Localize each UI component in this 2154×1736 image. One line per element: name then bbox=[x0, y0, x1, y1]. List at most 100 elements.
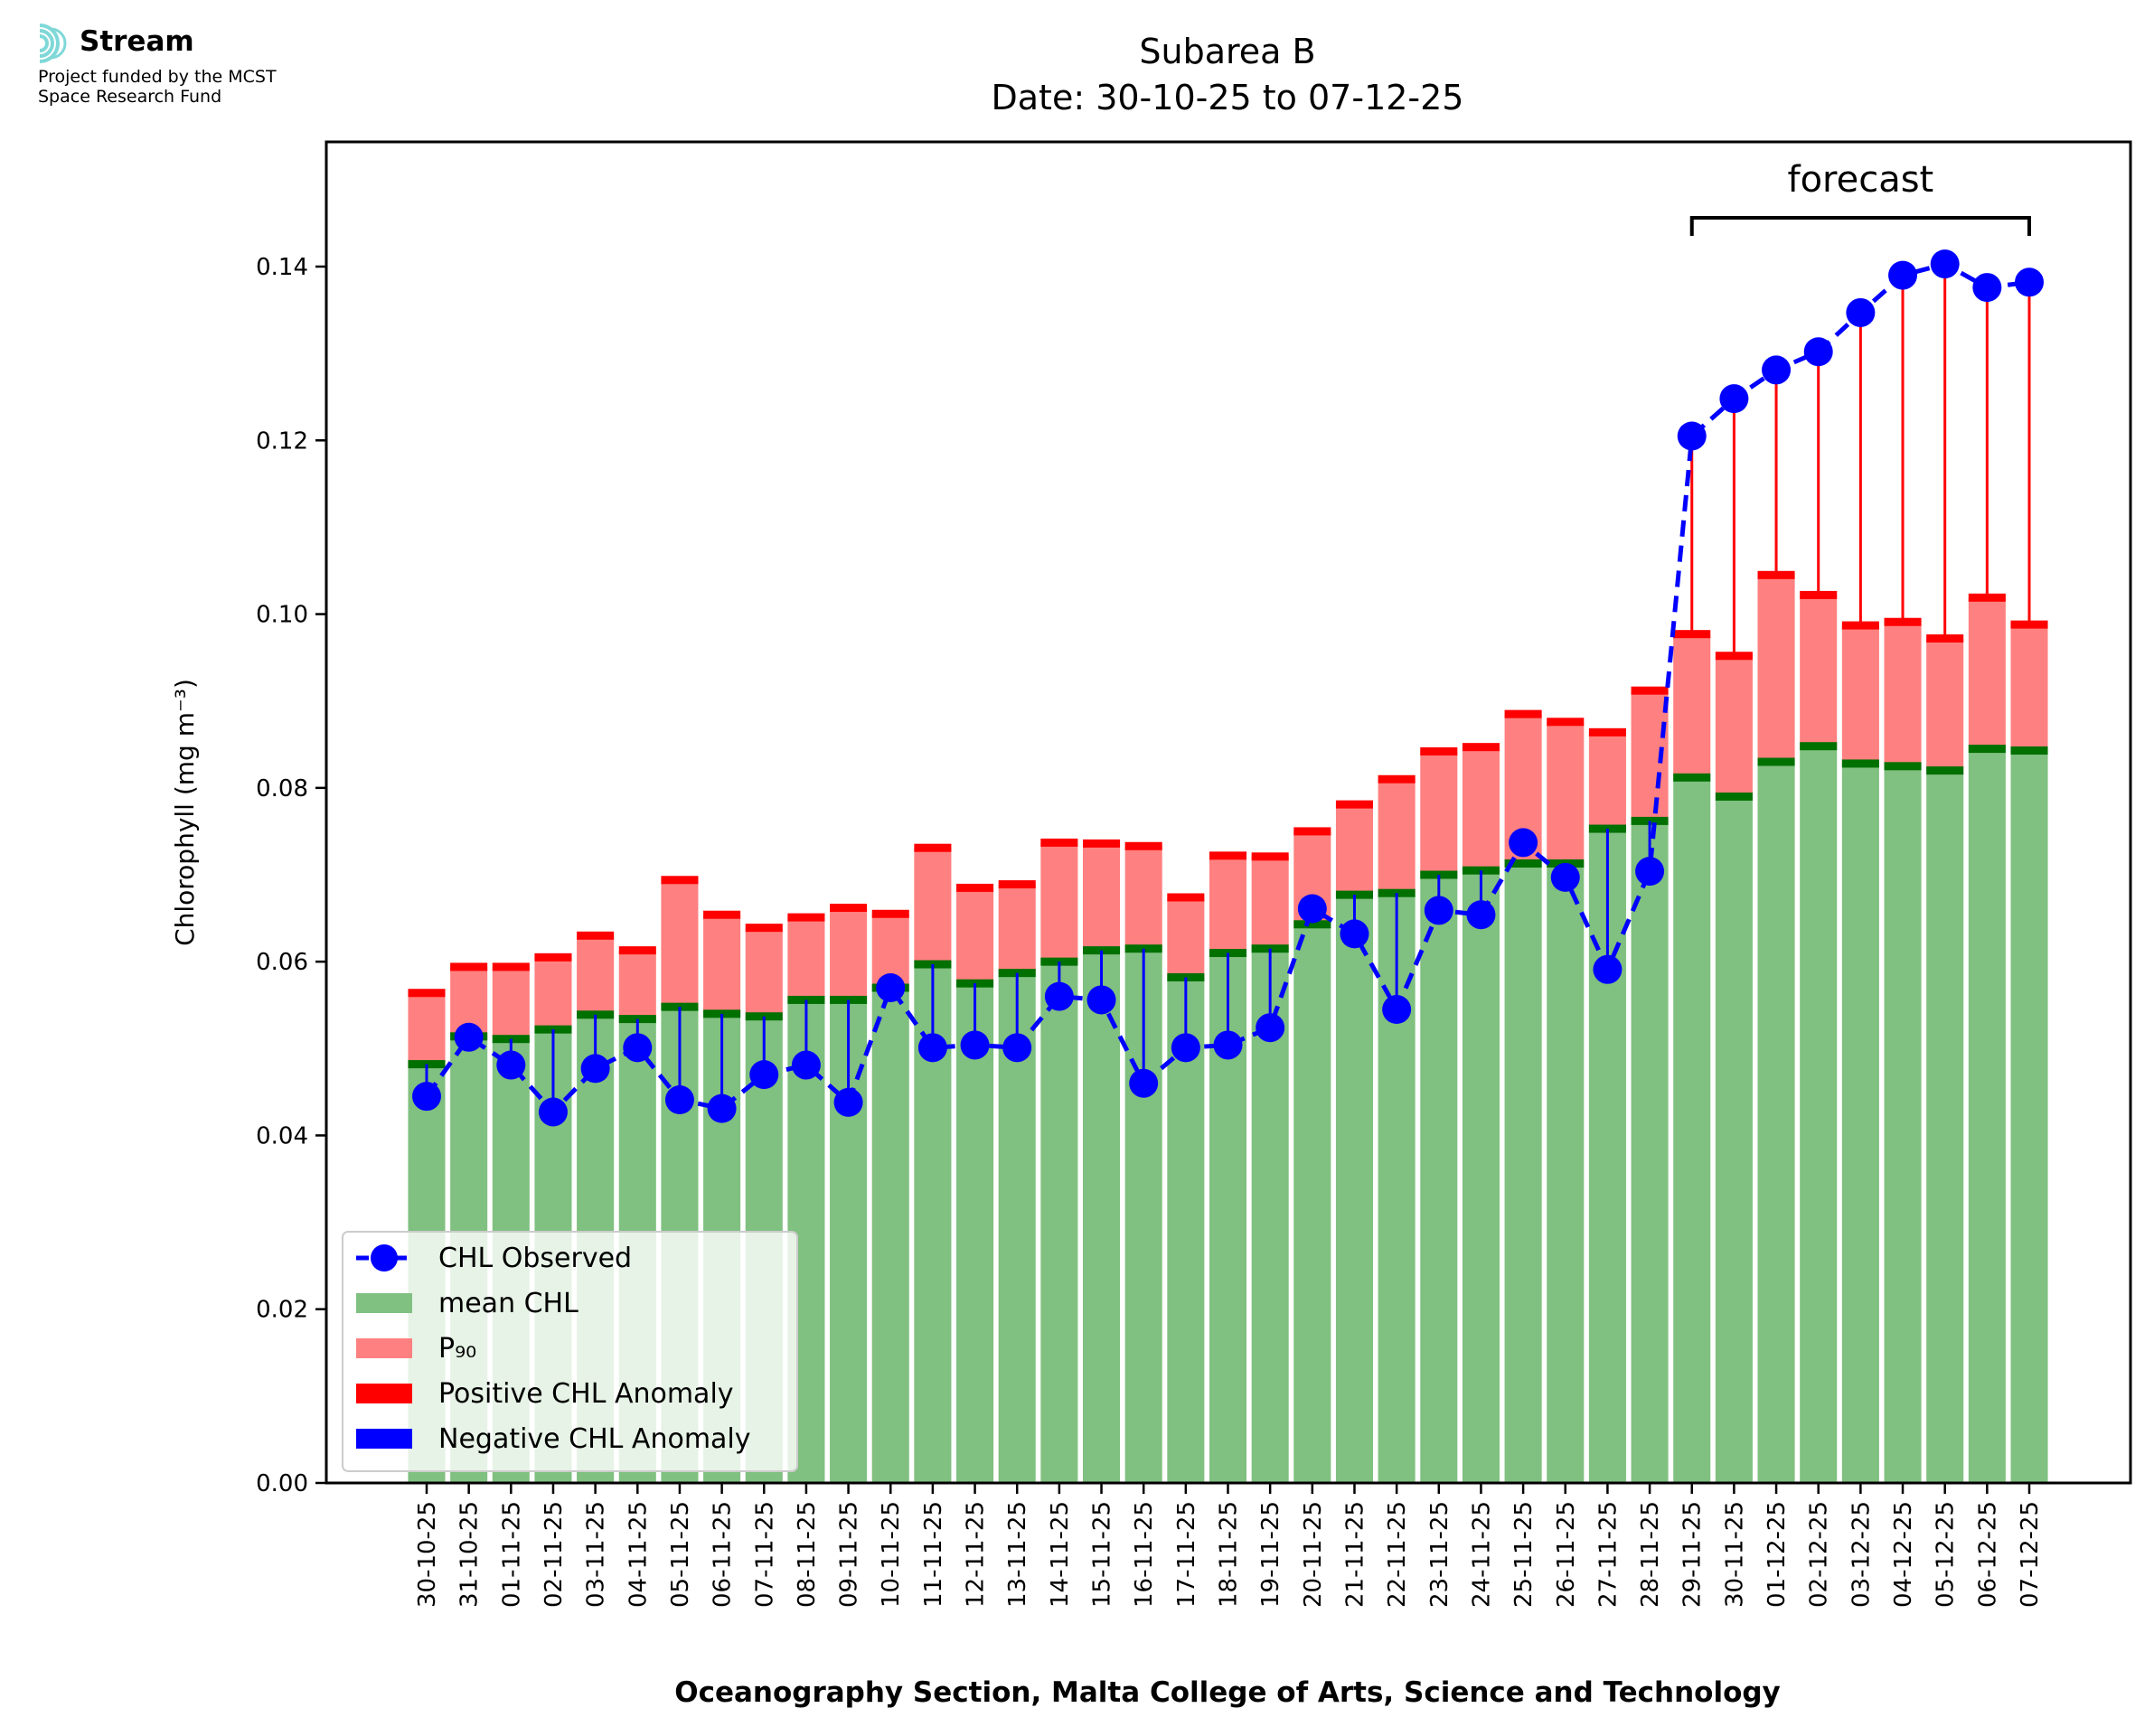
p90-cap bbox=[871, 909, 909, 918]
observed-point bbox=[1846, 297, 1876, 327]
p90-cap bbox=[492, 962, 530, 971]
y-tick-label: 0.00 bbox=[256, 1470, 308, 1497]
p90-cap bbox=[1124, 841, 1162, 850]
observed-point bbox=[623, 1033, 653, 1063]
legend-swatch-marker bbox=[371, 1244, 398, 1272]
observed-point bbox=[1593, 954, 1623, 984]
observed-point bbox=[1509, 828, 1538, 858]
mean-bar bbox=[956, 983, 994, 1483]
p90-cap bbox=[1251, 852, 1289, 861]
p90-bar bbox=[745, 927, 783, 1017]
x-tick-label: 08-11-25 bbox=[794, 1501, 821, 1608]
mean-cap bbox=[1673, 773, 1711, 782]
p90-cap bbox=[1209, 851, 1247, 860]
x-tick-label: 04-12-25 bbox=[1890, 1501, 1917, 1608]
legend-swatch bbox=[356, 1429, 412, 1449]
p90-bar bbox=[1884, 622, 1922, 766]
p90-bar bbox=[1082, 843, 1121, 951]
mean-bar bbox=[1926, 770, 1964, 1483]
p90-cap bbox=[830, 904, 868, 913]
p90-bar bbox=[1841, 625, 1879, 764]
p90-bar bbox=[1378, 779, 1416, 894]
p90-cap bbox=[661, 876, 699, 885]
p90-bar bbox=[1420, 751, 1458, 875]
x-axis: 30-10-25 31-10-25 01-11-25 02-11-25 03-11-25… bbox=[414, 1483, 2044, 1608]
mean-cap bbox=[1841, 759, 1879, 768]
legend-label: P₉₀ bbox=[438, 1333, 476, 1365]
mean-cap bbox=[1504, 859, 1542, 868]
p90-cap bbox=[787, 913, 825, 922]
mean-cap bbox=[1926, 766, 1964, 775]
y-tick-label: 0.10 bbox=[256, 602, 308, 629]
mean-bar bbox=[1757, 762, 1795, 1483]
x-tick-label: 04-11-25 bbox=[625, 1501, 652, 1608]
mean-bar bbox=[1968, 748, 2006, 1483]
x-tick-label: 28-11-25 bbox=[1637, 1501, 1664, 1608]
mean-bar bbox=[1673, 777, 1711, 1483]
observed-point bbox=[1424, 896, 1453, 925]
p90-bar bbox=[618, 950, 656, 1019]
legend-label: Positive CHL Anomaly bbox=[438, 1378, 734, 1410]
x-tick-label: 30-10-25 bbox=[414, 1501, 441, 1608]
observed-point bbox=[749, 1060, 779, 1090]
x-tick-label: 17-11-25 bbox=[1173, 1501, 1200, 1608]
p90-cap bbox=[1040, 838, 1078, 847]
p90-bar bbox=[1588, 732, 1626, 830]
p90-bar bbox=[1968, 597, 2006, 749]
p90-cap bbox=[408, 989, 446, 998]
p90-bar bbox=[914, 848, 952, 965]
p90-bar bbox=[1335, 804, 1374, 896]
mean-bar bbox=[1547, 863, 1585, 1483]
x-tick-label: 02-11-25 bbox=[541, 1501, 568, 1608]
observed-point bbox=[1213, 1030, 1243, 1060]
observed-point bbox=[1550, 862, 1580, 892]
legend-label: Negative CHL Anomaly bbox=[438, 1423, 751, 1455]
p90-cap bbox=[534, 952, 572, 962]
mean-bar bbox=[1040, 962, 1078, 1483]
legend-swatch bbox=[356, 1384, 412, 1403]
x-tick-label: 07-12-25 bbox=[2017, 1501, 2044, 1608]
observed-point bbox=[707, 1093, 737, 1123]
logo-line-1: Project funded by the MCST bbox=[38, 67, 277, 87]
p90-bar bbox=[1209, 855, 1247, 953]
observed-point bbox=[664, 1085, 694, 1115]
x-tick-label: 26-11-25 bbox=[1553, 1501, 1580, 1608]
p90-bar bbox=[1547, 721, 1585, 864]
forecast-annotation: forecast bbox=[1689, 159, 2031, 236]
observed-point bbox=[1086, 985, 1116, 1015]
y-axis: 0.00 0.02 0.04 0.06 0.08 0.10 0.12 0.14 bbox=[256, 254, 326, 1497]
p90-cap bbox=[998, 880, 1036, 889]
mean-bar bbox=[871, 987, 909, 1483]
mean-cap bbox=[1293, 920, 1331, 929]
y-tick-label: 0.06 bbox=[256, 949, 308, 976]
legend-label: mean CHL bbox=[438, 1288, 578, 1319]
x-tick-label: 20-11-25 bbox=[1300, 1501, 1327, 1608]
p90-cap bbox=[618, 946, 656, 955]
x-tick-label: 07-11-25 bbox=[751, 1501, 778, 1608]
p90-bar bbox=[492, 966, 530, 1039]
observed-point bbox=[454, 1022, 484, 1052]
mean-cap bbox=[1968, 745, 2006, 754]
p90-cap bbox=[1082, 839, 1121, 848]
observed-point bbox=[876, 972, 906, 1002]
p90-cap bbox=[703, 910, 741, 919]
y-tick-label: 0.02 bbox=[256, 1297, 308, 1324]
p90-bar bbox=[1926, 638, 1964, 771]
mean-bar bbox=[1504, 863, 1542, 1483]
y-tick-label: 0.14 bbox=[256, 254, 308, 281]
observed-point bbox=[1382, 995, 1412, 1025]
p90-cap bbox=[1588, 727, 1626, 737]
x-tick-label: 27-11-25 bbox=[1594, 1501, 1622, 1608]
logo-subtitle: Project funded by the MCST Space Researc… bbox=[38, 67, 277, 107]
legend: CHL Observed mean CHL P₉₀ Positive CHL Anom… bbox=[342, 1231, 798, 1472]
observed-point bbox=[1972, 273, 2002, 303]
legend-swatch bbox=[356, 1293, 412, 1313]
chart-subtitle: Date: 30-10-25 to 07-12-25 bbox=[992, 78, 1464, 117]
p90-bar bbox=[1715, 655, 1753, 797]
x-tick-label: 03-11-25 bbox=[583, 1501, 610, 1608]
observed-point bbox=[1803, 337, 1833, 367]
p90-bar bbox=[408, 992, 446, 1065]
p90-bar bbox=[577, 935, 615, 1015]
mean-cap bbox=[2010, 746, 2048, 755]
p90-bar bbox=[661, 879, 699, 1008]
